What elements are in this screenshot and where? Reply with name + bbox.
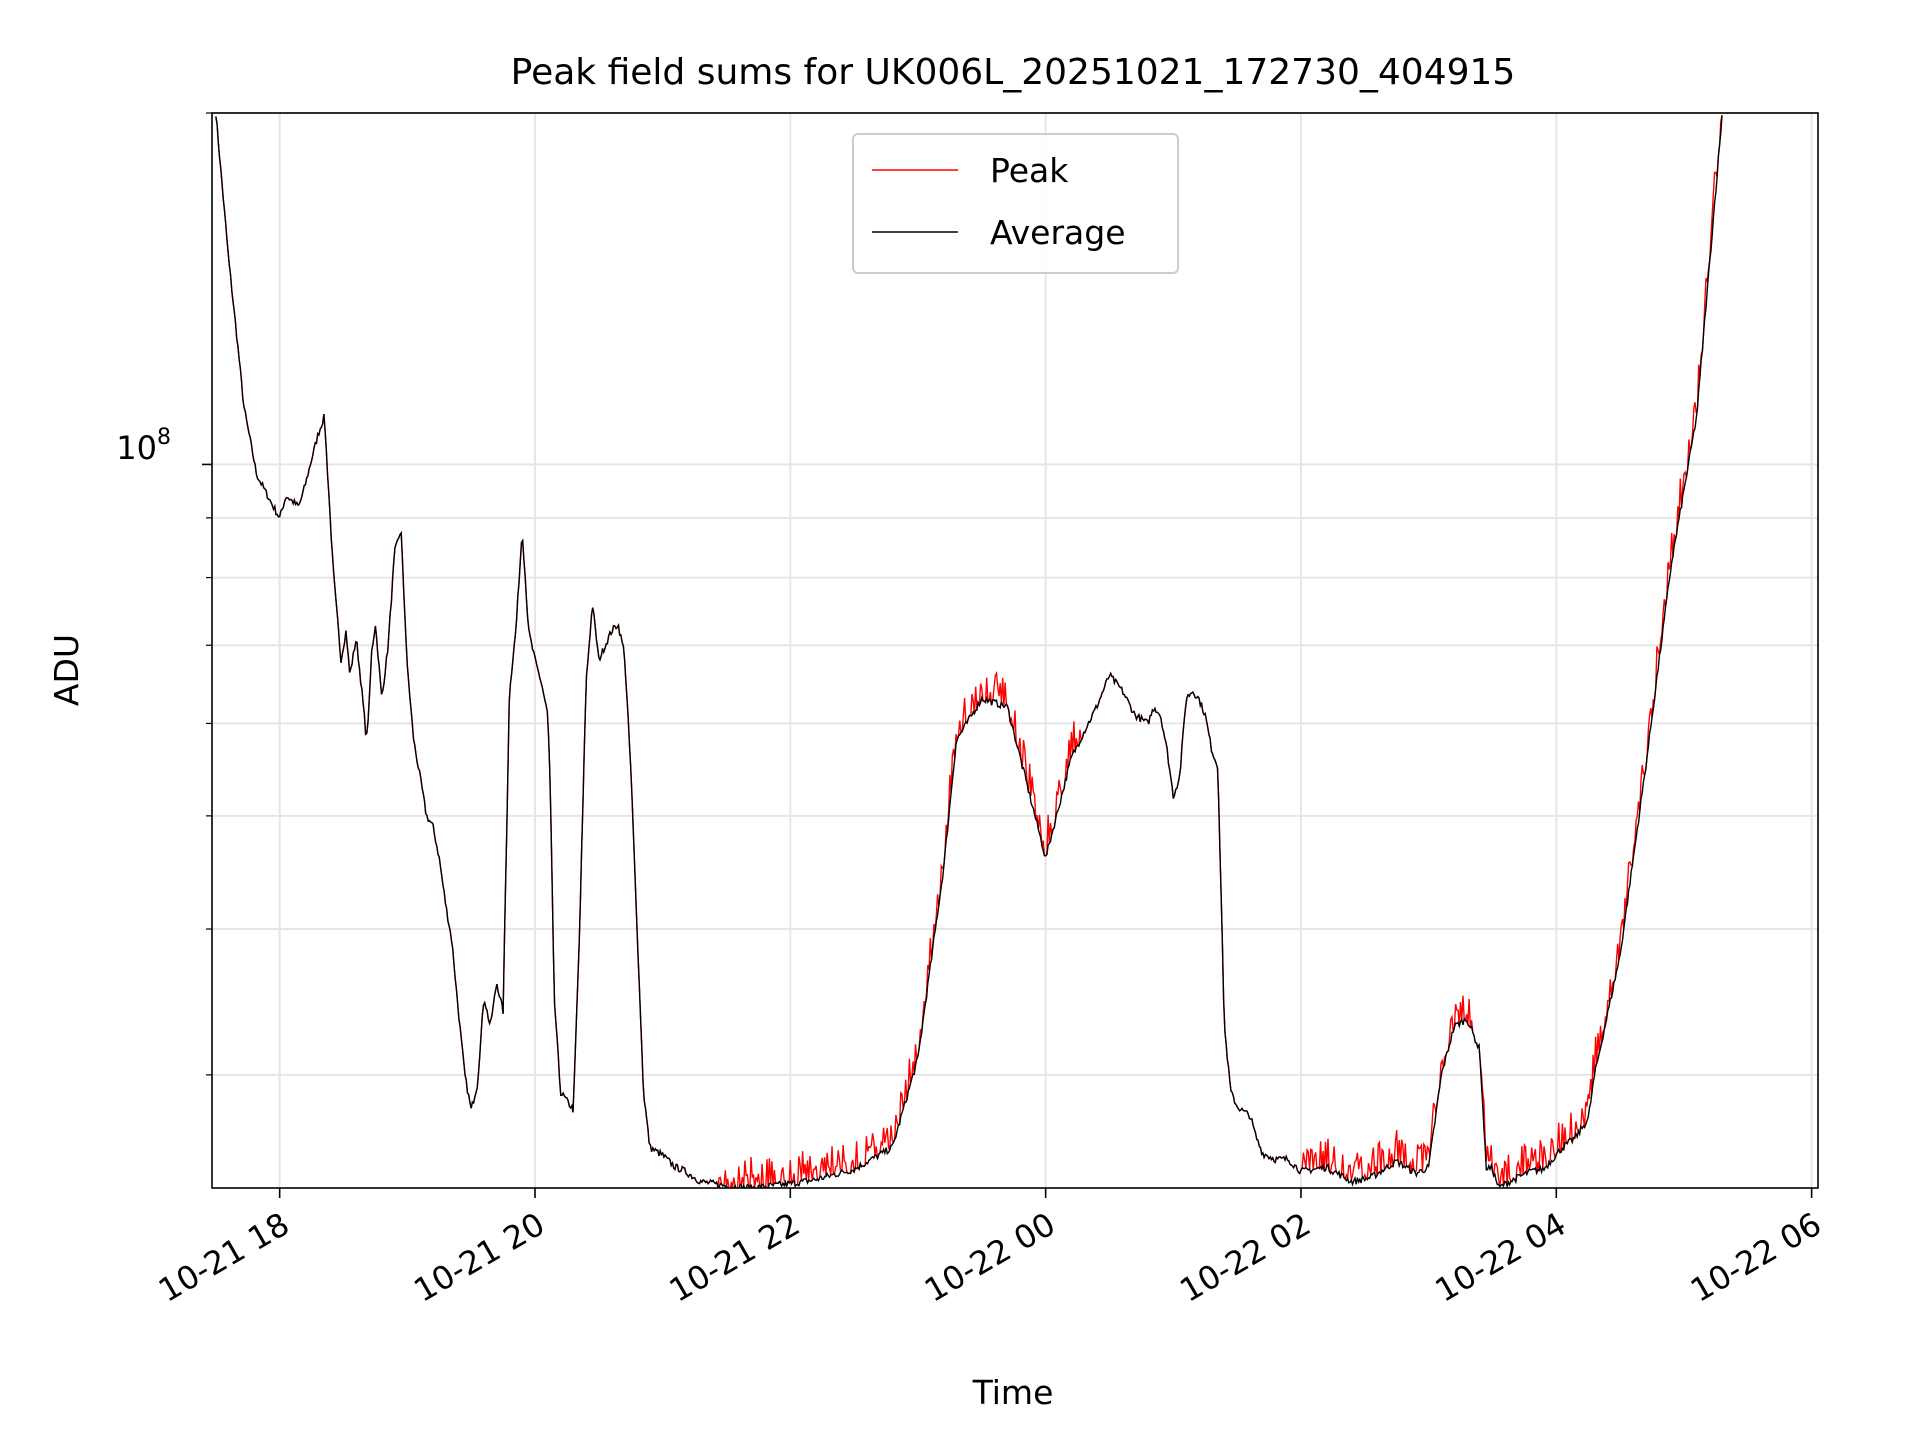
y-major-tick-label: 108 [116,425,171,467]
y-axis-label: ADU [47,634,86,706]
x-tick-label: 10-22 00 [918,1205,1062,1310]
plot-area [215,115,1723,1188]
x-tick-label: 10-22 04 [1429,1205,1573,1310]
y-axis [202,112,212,1076]
legend-label-peak: Peak [990,151,1069,190]
x-tick-label: 10-22 06 [1684,1205,1828,1310]
series-line-average [215,115,1723,1188]
grid-lines [212,112,1818,1188]
legend-box [852,133,1179,274]
series-line-peak [215,115,1723,1188]
x-axis: 10-21 18 10-21 20 10-21 22 10-22 00 10-22 02… [152,1188,1828,1310]
x-tick-label: 10-21 22 [663,1205,807,1310]
x-axis-label: Time [972,1373,1054,1412]
chart-title: Peak field sums for UK006L_20251021_1727… [511,52,1516,93]
x-tick-label: 10-22 02 [1173,1205,1317,1310]
legend: Peak Average [852,133,1179,274]
y-major-tick-exponent: 8 [157,425,171,450]
x-tick-label: 10-21 20 [407,1205,551,1310]
x-tick-label: 10-21 18 [152,1205,296,1310]
axes-frame [211,112,1819,1189]
legend-label-average: Average [990,213,1126,252]
